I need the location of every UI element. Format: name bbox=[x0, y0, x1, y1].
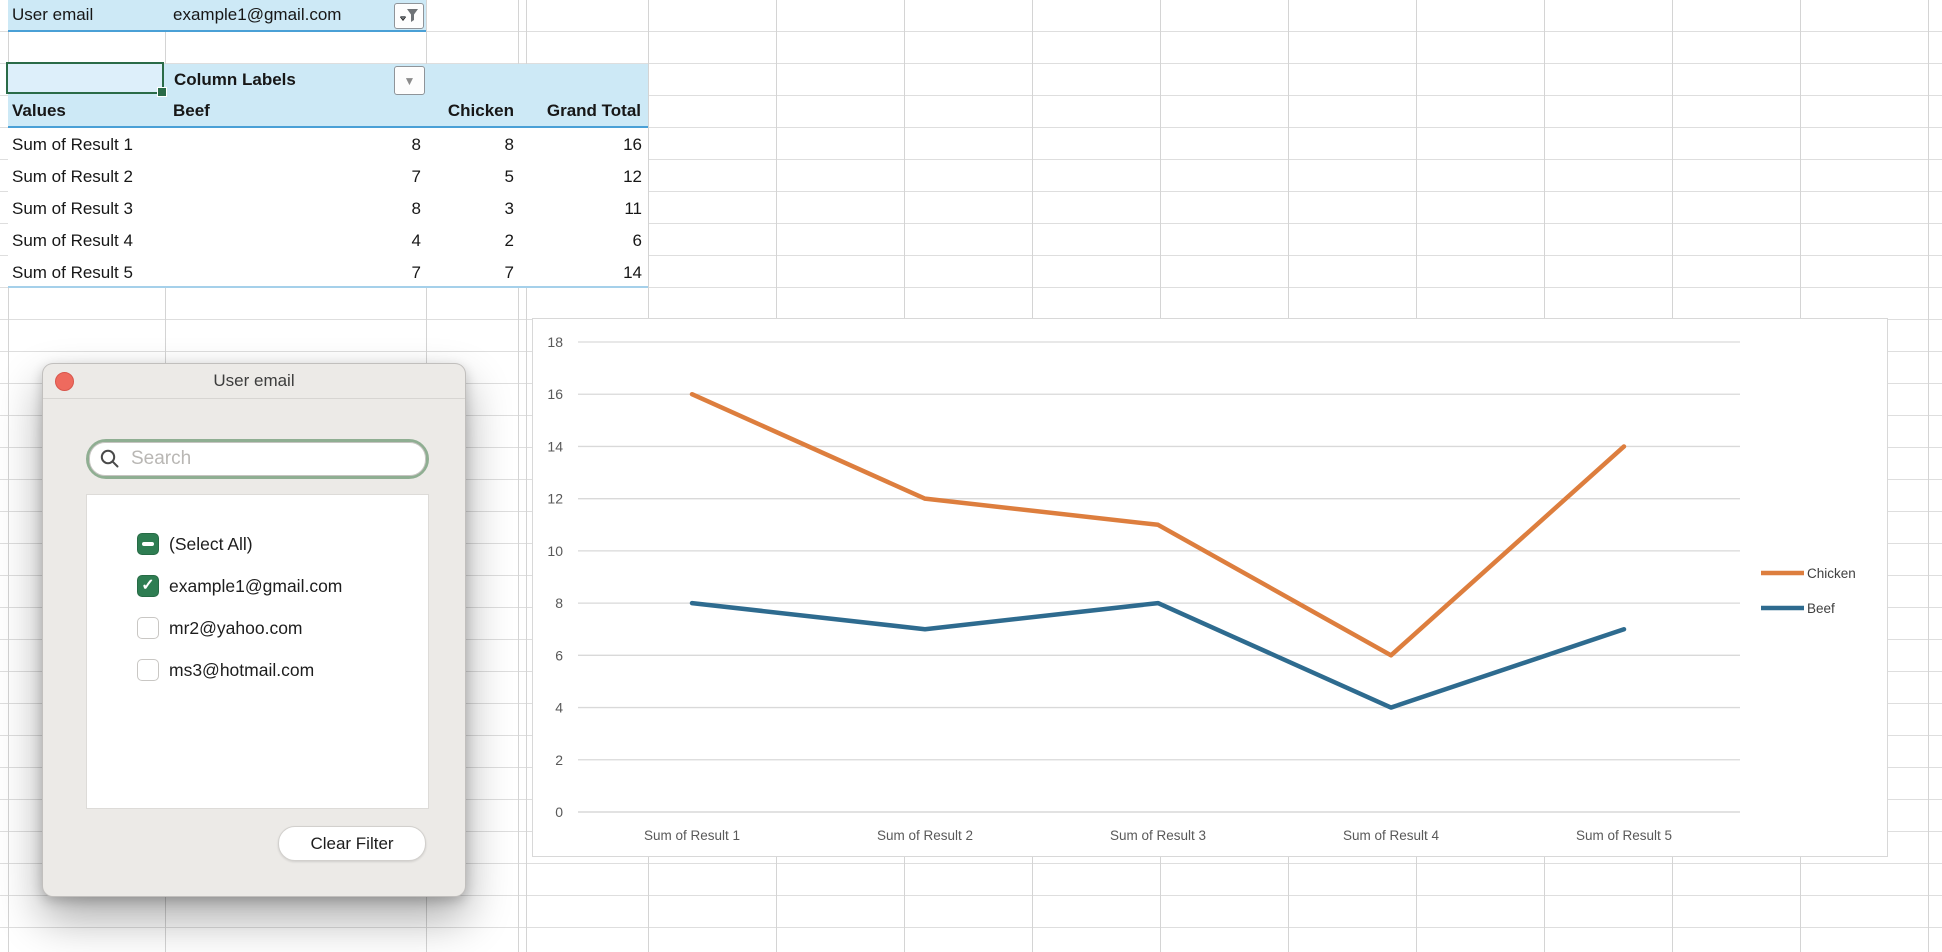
checkbox-unchecked-icon[interactable] bbox=[137, 659, 159, 681]
y-axis-tick-label: 4 bbox=[555, 700, 563, 716]
pivot-value-grand-total: 12 bbox=[623, 167, 642, 186]
pivot-value-beef: 8 bbox=[411, 199, 421, 218]
pivot-data-fill bbox=[8, 128, 648, 288]
filter-option-ms3@hotmail.com[interactable]: ms3@hotmail.com bbox=[87, 649, 428, 691]
column-gridline bbox=[8, 0, 9, 952]
pivot-value-chicken: 7 bbox=[504, 263, 514, 282]
pivot-value-grand-total: 11 bbox=[624, 199, 642, 218]
x-axis-category-label: Sum of Result 4 bbox=[1343, 828, 1440, 843]
y-axis-tick-label: 12 bbox=[547, 491, 563, 507]
close-icon[interactable] bbox=[55, 372, 74, 391]
x-axis-category-label: Sum of Result 3 bbox=[1110, 828, 1206, 843]
page-field-value: example1@gmail.com bbox=[173, 5, 342, 24]
line-chart: 0 2 4 6 8 10 12 14 16 18 Sum of Result 1 Sum of Res… bbox=[547, 334, 1856, 843]
filter-option-label: (Select All) bbox=[169, 533, 253, 554]
selected-cell[interactable] bbox=[6, 62, 167, 97]
filter-option-example1@gmail.com[interactable]: ✓ example1@gmail.com bbox=[87, 565, 428, 607]
pivot-value-grand-total: 6 bbox=[632, 231, 642, 250]
x-axis-category-label: Sum of Result 1 bbox=[644, 828, 740, 843]
y-axis-tick-label: 10 bbox=[547, 543, 563, 559]
pivot-value-beef: 7 bbox=[411, 263, 421, 282]
y-axis-tick-label: 0 bbox=[555, 804, 563, 820]
x-axis-category-label: Sum of Result 2 bbox=[877, 828, 973, 843]
chart-panel[interactable]: 0 2 4 6 8 10 12 14 16 18 Sum of Result 1 Sum of Res… bbox=[532, 318, 1888, 857]
pivot-value-beef: 7 bbox=[411, 167, 421, 186]
pivot-row-label: Sum of Result 4 bbox=[12, 231, 133, 250]
filter-dialog[interactable]: User email Search (Select All) ✓ example1@… bbox=[42, 363, 466, 897]
filter-option-label: ms3@hotmail.com bbox=[169, 659, 315, 680]
series-line-beef[interactable] bbox=[689, 600, 1627, 710]
pivot-row-label: Sum of Result 5 bbox=[12, 263, 133, 282]
y-axis-tick-label: 18 bbox=[547, 334, 563, 350]
y-axis-tick-label: 14 bbox=[547, 438, 563, 454]
y-axis-tick-label: 16 bbox=[547, 386, 563, 402]
pivot-value-grand-total: 16 bbox=[623, 135, 642, 154]
legend-label-beef: Beef bbox=[1807, 601, 1835, 616]
column-labels-dropdown-button[interactable]: ▼ bbox=[394, 66, 425, 95]
pivot-value-beef: 4 bbox=[411, 231, 421, 250]
page-field-label: User email bbox=[12, 5, 94, 24]
search-placeholder: Search bbox=[131, 448, 192, 469]
checkbox-unchecked-icon[interactable] bbox=[137, 617, 159, 639]
dropdown-arrow-icon: ▼ bbox=[403, 73, 416, 88]
checkbox-indeterminate-icon[interactable] bbox=[137, 533, 159, 555]
clear-filter-button[interactable]: Clear Filter bbox=[278, 826, 426, 861]
pivot-value-chicken: 3 bbox=[504, 199, 514, 218]
pivot-value-chicken: 8 bbox=[504, 135, 514, 154]
search-icon bbox=[100, 449, 119, 468]
pivot-col-header-grand-total: Grand Total bbox=[546, 101, 641, 120]
y-axis-tick-label: 8 bbox=[555, 595, 563, 611]
y-axis-tick-label: 6 bbox=[555, 647, 563, 663]
filter-option-label: example1@gmail.com bbox=[169, 575, 343, 596]
search-input[interactable]: Search bbox=[86, 439, 429, 479]
pivot-col-header-beef: Beef bbox=[173, 101, 210, 120]
series-line-chicken[interactable] bbox=[689, 391, 1627, 658]
pivot-value-grand-total: 14 bbox=[623, 263, 642, 282]
page-field-filter-button[interactable] bbox=[394, 3, 424, 29]
dialog-title-bar: User email bbox=[43, 364, 465, 399]
column-labels-header: Column Labels bbox=[174, 70, 296, 89]
dialog-title: User email bbox=[213, 371, 295, 390]
filter-funnel-icon bbox=[400, 9, 418, 22]
pivot-row-label: Sum of Result 3 bbox=[12, 199, 133, 218]
checkbox-checked-icon[interactable]: ✓ bbox=[137, 575, 159, 597]
page-field-row-fill bbox=[8, 0, 426, 32]
x-axis-category-label: Sum of Result 5 bbox=[1576, 828, 1672, 843]
column-gridline bbox=[526, 0, 527, 952]
column-gridline bbox=[518, 0, 519, 952]
pivot-row-label: Sum of Result 1 bbox=[12, 135, 133, 154]
y-axis-tick-label: 2 bbox=[555, 752, 563, 768]
pivot-value-chicken: 5 bbox=[504, 167, 514, 186]
pivot-col-header-chicken: Chicken bbox=[447, 101, 514, 120]
legend-label-chicken: Chicken bbox=[1807, 566, 1856, 581]
selection-fill-handle[interactable] bbox=[157, 87, 167, 97]
filter-option-label: mr2@yahoo.com bbox=[169, 617, 303, 638]
filter-option-select-all[interactable]: (Select All) bbox=[87, 523, 428, 565]
pivot-value-beef: 8 bbox=[411, 135, 421, 154]
pivot-row-label: Sum of Result 2 bbox=[12, 167, 133, 186]
filter-options-list: (Select All) ✓ example1@gmail.com mr2@yahoo… bbox=[86, 494, 429, 809]
pivot-value-chicken: 2 bbox=[504, 231, 514, 250]
pivot-values-header: Values bbox=[12, 101, 66, 120]
column-gridline bbox=[1928, 0, 1929, 952]
filter-option-mr2@yahoo.com[interactable]: mr2@yahoo.com bbox=[87, 607, 428, 649]
